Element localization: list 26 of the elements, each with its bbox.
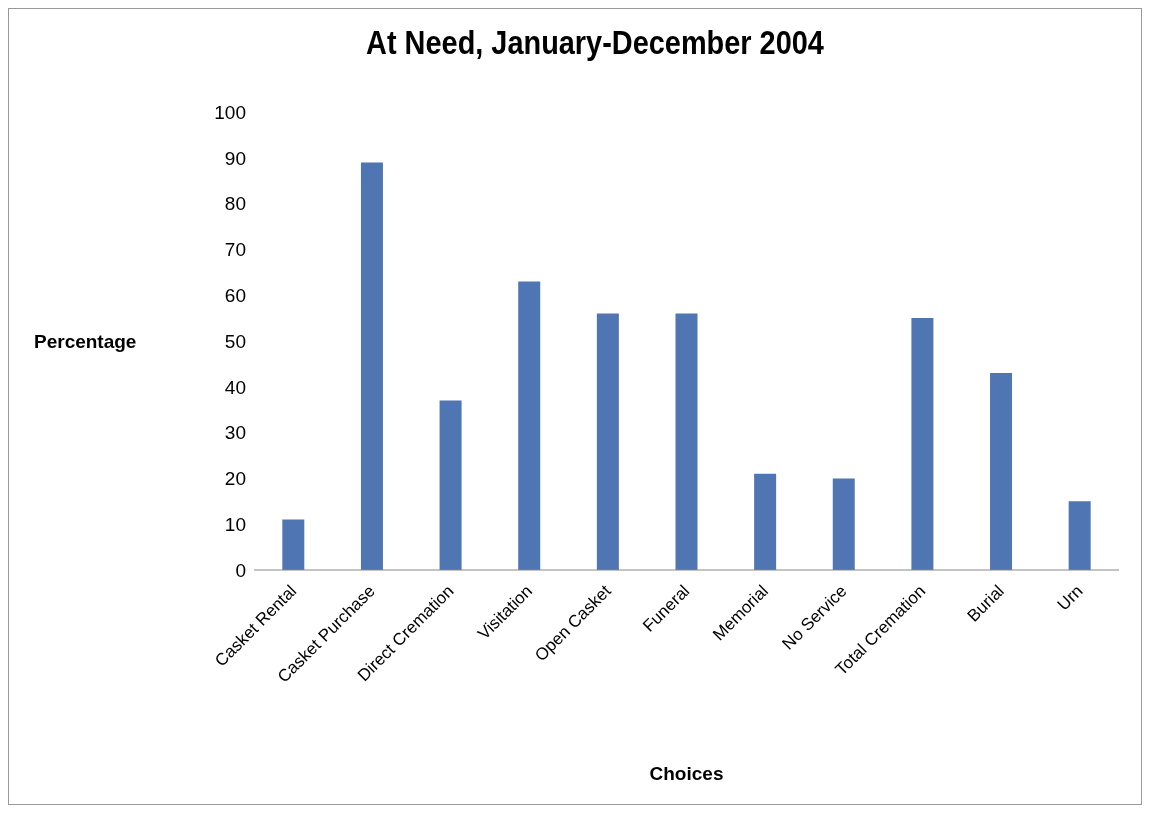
bar (1068, 501, 1091, 570)
y-tick-label: 10 (224, 513, 246, 535)
y-tick-label: 70 (224, 239, 246, 261)
y-tick-label: 80 (224, 193, 246, 215)
bar (360, 162, 383, 570)
y-axis-title: Percentage (34, 330, 137, 352)
y-tick-label: 20 (224, 468, 246, 490)
bar (518, 281, 541, 570)
y-tick-label: 40 (224, 376, 246, 398)
y-tick-label: 90 (224, 147, 246, 169)
y-tick-label: 0 (235, 559, 246, 581)
bar (832, 478, 855, 570)
bar (596, 313, 619, 570)
y-tick-label: 30 (224, 422, 246, 444)
bar (990, 373, 1013, 570)
bar (911, 318, 934, 570)
x-tick-label: Urn (1053, 581, 1087, 615)
bar (282, 519, 305, 570)
y-tick-label: 100 (214, 101, 246, 123)
bar (675, 313, 698, 570)
y-tick-label: 50 (224, 330, 246, 352)
x-axis-title: Choices (649, 763, 724, 784)
chart-title: At Need, January-December 2004 (365, 22, 825, 63)
bar (439, 400, 462, 570)
y-tick-label: 60 (224, 284, 246, 306)
bar (754, 473, 777, 570)
